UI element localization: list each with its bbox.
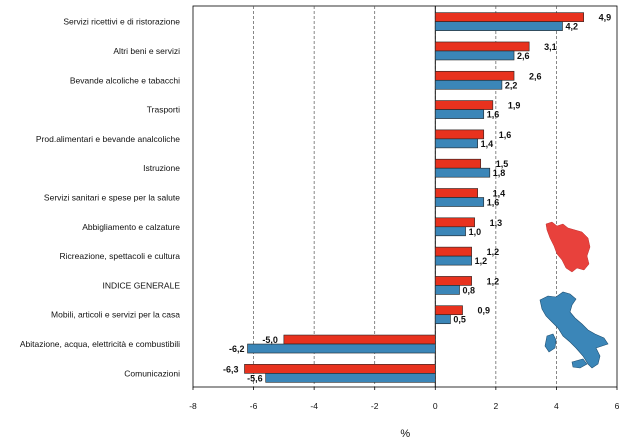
value-label: 3,1 (544, 42, 557, 52)
value-label: 0,8 (463, 285, 476, 295)
value-label: 1,2 (487, 247, 500, 257)
italy-map-icon (539, 291, 609, 369)
value-label: 0,5 (453, 315, 466, 325)
x-tick-label: 6 (615, 401, 620, 411)
category-label: Istruzione (143, 163, 180, 173)
labels: -8 -6 -4 -2 0 2 4 6% Servizi ricettivi e di rist… (20, 13, 620, 440)
value-label: 1,2 (475, 256, 488, 266)
x-tick-label: -6 (250, 401, 258, 411)
bar-series-1 (434, 100, 494, 110)
value-label: -6,2 (229, 344, 245, 354)
bar-series-1 (434, 188, 478, 198)
value-label: 1,6 (499, 130, 512, 140)
tuscany-map-icon (545, 221, 591, 273)
bar-series-2 (434, 197, 485, 207)
category-label: INDICE GENERALE (103, 280, 181, 290)
bar-series-1 (434, 246, 472, 257)
bar-series-2 (434, 79, 503, 90)
bar-series-2 (265, 373, 436, 383)
category-label: Abitazione, acqua, elettricità e combust… (20, 339, 180, 349)
bar-series-2 (434, 50, 515, 61)
grid (192, 5, 618, 390)
category-label: Servizi sanitari e spese per la salute (44, 193, 180, 203)
x-tick-label: 2 (493, 401, 498, 411)
bar-series-1 (244, 364, 436, 374)
bar-series-1 (434, 305, 463, 316)
bar-series-1 (434, 217, 475, 228)
category-label: Mobili, articoli e servizi per la casa (51, 310, 180, 320)
value-label: 0,9 (478, 306, 491, 316)
bar-series-2 (247, 343, 436, 354)
bar-series-1 (434, 41, 530, 52)
x-tick-label: -4 (310, 401, 318, 411)
value-label: 1,8 (493, 168, 506, 178)
maps (539, 221, 609, 369)
plot-frame (192, 5, 618, 388)
value-label: -5,0 (262, 335, 278, 345)
category-label: Servizi ricettivi e di ristorazione (63, 17, 180, 27)
value-label: 4,9 (599, 13, 612, 23)
value-label: 1,5 (496, 159, 509, 169)
category-label: Ricreazione, spettacoli e cultura (60, 251, 181, 261)
value-label: -5,6 (247, 373, 263, 383)
value-label: 1,4 (493, 189, 506, 199)
category-label: Trasporti (147, 105, 180, 115)
bar-series-1 (434, 12, 584, 22)
category-label: Bevande alcoliche e tabacchi (70, 75, 180, 85)
x-tick-label: 0 (433, 401, 438, 411)
sardinia-map-icon (544, 333, 557, 353)
value-label: 1,0 (469, 227, 482, 237)
x-tick-label: -8 (189, 401, 197, 411)
bar-series-1 (434, 158, 482, 169)
value-label: 1,6 (487, 198, 500, 208)
value-label: -6,3 (223, 364, 239, 374)
bar-series-1 (283, 334, 436, 345)
bar-series-2 (434, 226, 466, 237)
bar-series-2 (434, 138, 478, 149)
x-tick-label: 4 (554, 401, 559, 411)
bar-series-2 (434, 21, 563, 31)
value-label: 1,2 (487, 276, 500, 286)
category-label: Comunicazioni (124, 368, 180, 378)
bar-series-1 (434, 276, 472, 286)
category-label: Prod.alimentari e bevande analcoliche (36, 134, 180, 144)
bar-series-2 (434, 167, 491, 178)
bar-series-2 (434, 109, 485, 119)
bar-series-1 (434, 129, 485, 140)
value-label: 2,6 (529, 71, 542, 81)
value-label: 1,3 (490, 218, 503, 228)
value-label: 1,4 (481, 139, 494, 149)
value-label: 1,6 (487, 110, 500, 120)
bar-series-2 (434, 314, 451, 325)
value-label: 2,6 (517, 51, 530, 61)
bar-series-2 (434, 255, 472, 266)
bars (244, 12, 584, 383)
value-label: 2,2 (505, 80, 518, 90)
category-label: Altri beni e servizi (113, 46, 180, 56)
value-label: 1,9 (508, 101, 521, 111)
x-tick-label: -2 (371, 401, 379, 411)
sicily-map-icon (571, 358, 588, 369)
bar-series-1 (434, 70, 515, 81)
category-label: Abbigliamento e calzature (82, 222, 180, 232)
value-label: 4,2 (565, 22, 578, 32)
x-axis-title: % (400, 428, 410, 440)
bar-series-2 (434, 285, 460, 295)
